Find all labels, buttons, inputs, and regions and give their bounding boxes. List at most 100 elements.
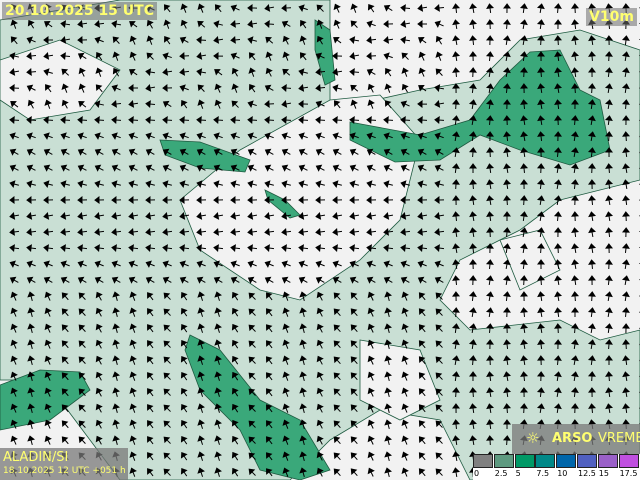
wind-arrow [163, 4, 171, 13]
wind-arrow [451, 387, 460, 398]
wind-arrow [400, 227, 411, 236]
wind-arrow [26, 244, 37, 253]
wind-arrow [61, 420, 69, 429]
wind-arrow [60, 211, 71, 220]
wind-arrow [469, 163, 478, 174]
wind-arrow [214, 69, 223, 76]
wind-arrow [435, 372, 443, 380]
wind-arrow [111, 244, 122, 253]
wind-arrow [570, 115, 579, 126]
wind-arrow [435, 436, 443, 444]
wind-arrow [553, 211, 562, 222]
wind-arrow [332, 52, 343, 61]
wind-arrow [502, 307, 511, 318]
wind-arrow [350, 356, 358, 365]
wind-arrow [231, 291, 239, 301]
wind-arrow [332, 132, 342, 140]
model-run: 18.10.2025 12 UTC +051 h [3, 466, 126, 476]
wind-arrow [332, 84, 342, 93]
wind-arrow [247, 227, 258, 236]
wind-arrow [520, 179, 529, 190]
wind-arrow [383, 35, 394, 44]
wind-arrow [350, 292, 358, 301]
wind-arrow [469, 51, 478, 62]
wind-arrow [266, 420, 273, 429]
wind-arrow [10, 323, 18, 333]
wind-arrow [519, 3, 528, 14]
wind-arrow [553, 387, 562, 398]
wind-arrow [9, 164, 19, 172]
wind-arrow [264, 132, 274, 140]
wind-arrow [231, 323, 239, 333]
wind-arrow [486, 3, 495, 14]
wind-arrow [588, 35, 597, 46]
wind-arrow [197, 371, 205, 381]
wind-arrow [129, 291, 137, 301]
wind-arrow [299, 52, 307, 61]
wind-arrow [129, 435, 137, 445]
wind-arrow [451, 99, 460, 110]
wind-arrow [247, 180, 257, 188]
wind-arrow [520, 307, 529, 318]
wind-arrow [60, 180, 70, 188]
wind-arrow [417, 195, 428, 204]
wind-arrow [26, 164, 36, 172]
wind-arrow [77, 244, 88, 253]
legend-label: 2.5 [494, 469, 508, 478]
wind-arrow [281, 84, 292, 93]
wind-arrow [299, 307, 307, 317]
wind-arrow [622, 147, 631, 158]
wind-arrow [27, 403, 35, 413]
wind-arrow [571, 275, 580, 286]
wind-arrow [536, 371, 545, 382]
wind-arrow [604, 51, 613, 62]
wind-arrow [111, 227, 122, 236]
wind-arrow [400, 180, 410, 188]
wind-arrow [264, 244, 275, 253]
wind-arrow [570, 131, 579, 142]
wind-arrow [230, 276, 240, 284]
wind-arrow [44, 403, 52, 413]
wind-arrow [571, 83, 580, 94]
wind-arrow [401, 371, 409, 381]
wind-arrow [281, 148, 291, 156]
wind-arrow [536, 403, 545, 414]
wind-arrow [145, 211, 156, 220]
wind-arrow [401, 67, 409, 77]
wind-arrow [367, 291, 375, 301]
wind-arrow [213, 164, 223, 172]
wind-arrow [162, 195, 173, 204]
wind-arrow [78, 340, 86, 348]
wind-arrow [128, 244, 139, 253]
wind-arrow [486, 371, 495, 382]
wind-arrow [587, 131, 596, 142]
wind-arrow [247, 148, 257, 156]
wind-arrow [385, 68, 392, 77]
wind-arrow [179, 116, 190, 125]
wind-arrow [43, 35, 54, 44]
wind-arrow [435, 308, 443, 316]
wind-arrow [486, 419, 495, 430]
wind-arrow [163, 420, 171, 428]
wind-arrow [604, 275, 613, 286]
wind-arrow [282, 35, 290, 45]
wind-arrow [10, 419, 18, 429]
wind-arrow [44, 99, 52, 109]
wind-arrow [43, 180, 53, 188]
wind-arrow [264, 148, 274, 156]
wind-arrow [621, 51, 630, 62]
wind-arrow [112, 387, 120, 397]
wind-arrow [27, 371, 35, 381]
wind-arrow [469, 35, 478, 46]
wind-arrow [180, 291, 188, 301]
wind-arrow [384, 467, 392, 477]
wind-arrow [179, 180, 189, 188]
wind-arrow [197, 99, 205, 109]
wind-arrow [230, 260, 240, 268]
wind-arrow [400, 100, 410, 108]
wind-arrow [366, 244, 377, 253]
wind-arrow [146, 19, 154, 29]
wind-arrow [197, 403, 205, 413]
wind-arrow [316, 339, 324, 349]
wind-arrow [571, 291, 580, 302]
